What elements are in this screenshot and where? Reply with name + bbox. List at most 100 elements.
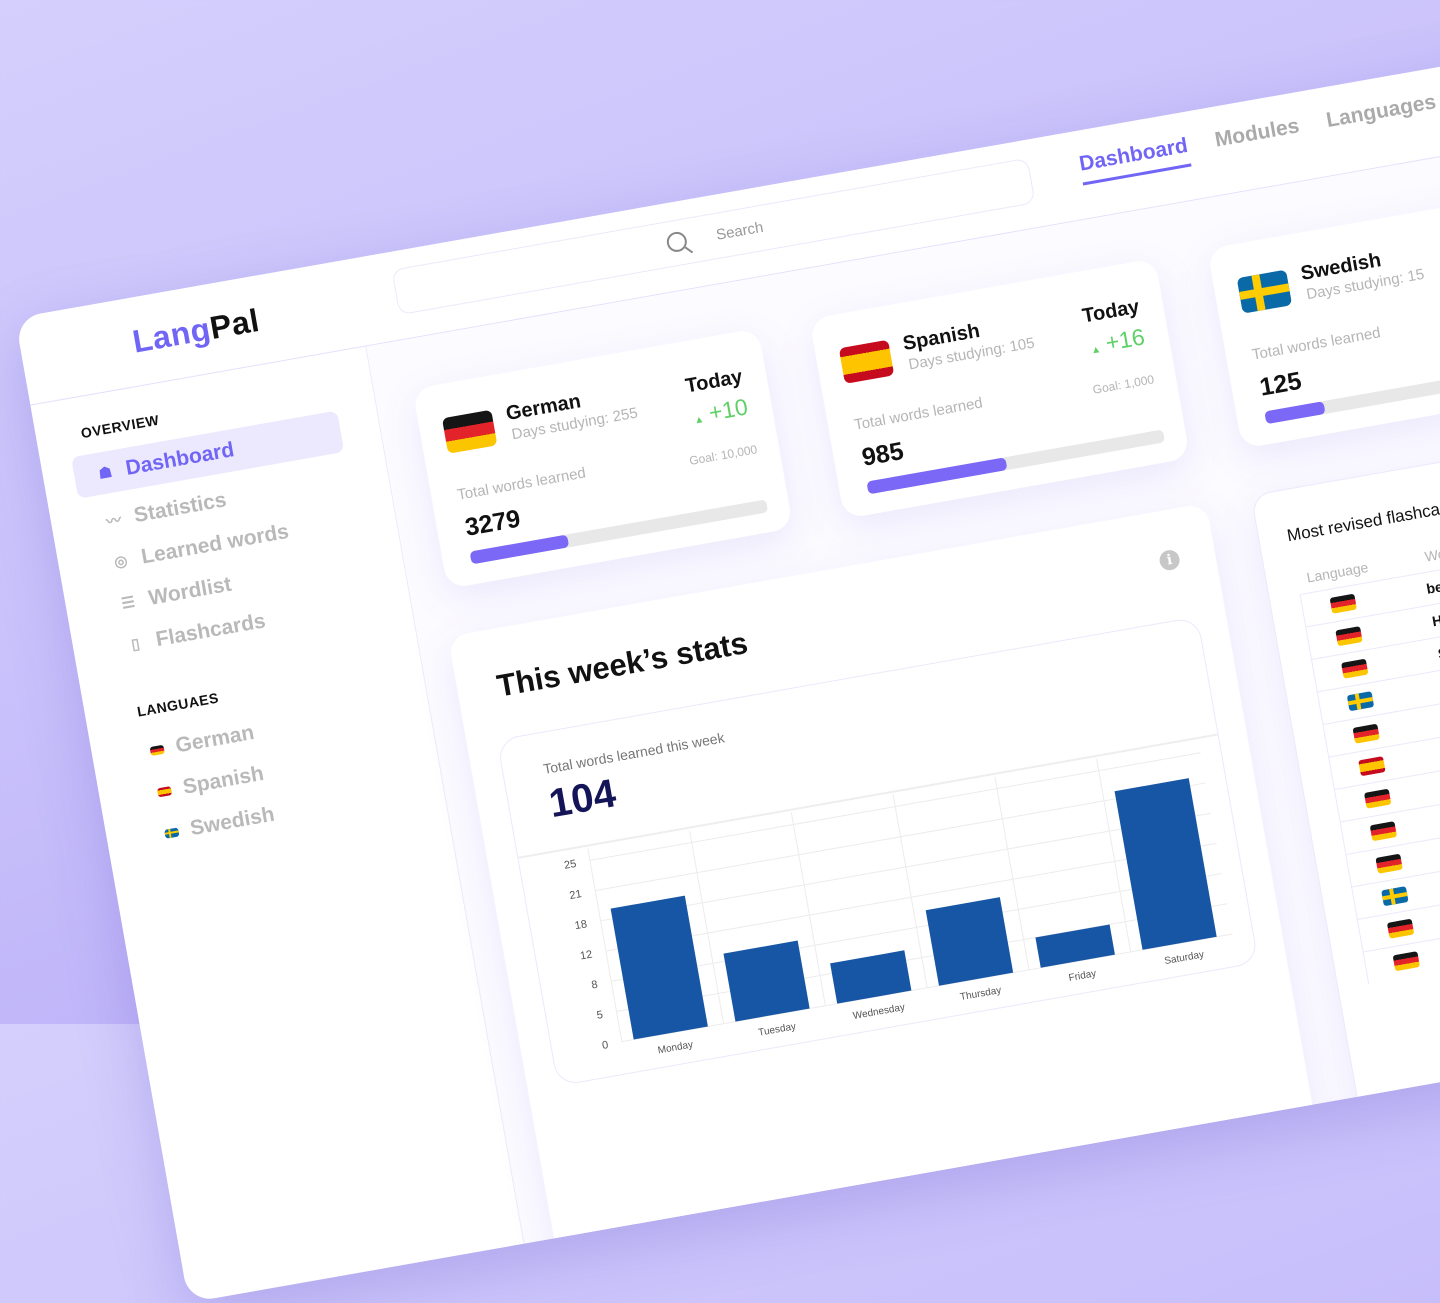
- up-arrow-icon: ▲: [1090, 343, 1102, 357]
- bar-monday: [610, 895, 708, 1040]
- gridline: [1092, 740, 1132, 952]
- today-delta: ▲+16: [1088, 323, 1147, 359]
- x-tick-label: Friday: [1068, 968, 1097, 984]
- gridline: [787, 794, 826, 1006]
- info-icon[interactable]: i: [1158, 548, 1182, 572]
- total-words: 3279: [462, 504, 523, 542]
- stats-title: This week’s stats: [494, 625, 751, 704]
- today-delta-value: +16: [1103, 323, 1147, 356]
- weekly-total-label: Total words learned this week: [541, 729, 726, 777]
- bar-tuesday: [723, 940, 810, 1022]
- flashcards-title: Most revised flashcards: [1285, 495, 1440, 546]
- se-flag-icon: [1381, 886, 1409, 907]
- column-header-word: Word: [1423, 543, 1440, 565]
- total-words: 985: [859, 436, 906, 472]
- language-card-swedish[interactable]: Swedish Days studying: 15 Total words le…: [1207, 187, 1440, 449]
- language-card-german[interactable]: German Days studying: 255 Today ▲+10 Tot…: [412, 328, 794, 589]
- location-pin-icon: ◎: [113, 552, 129, 572]
- cards-icon: ▯: [129, 635, 142, 654]
- activity-icon: 〰: [104, 511, 123, 531]
- word-cell: H: [1430, 611, 1440, 630]
- progress-bar: [866, 429, 1166, 495]
- bar-thursday: [925, 897, 1014, 986]
- list-icon: ☰: [120, 593, 137, 613]
- gridline: [991, 758, 1030, 970]
- goal: Goal: 1,000: [1091, 372, 1156, 397]
- spanish-flag-icon: [156, 785, 173, 797]
- languages-heading: LANGUAES: [135, 689, 220, 720]
- tab-languages[interactable]: Languages: [1324, 90, 1438, 133]
- search-placeholder: Search: [714, 218, 765, 244]
- today-label: Today: [683, 365, 745, 398]
- de-flag-icon: [1335, 626, 1363, 647]
- de-flag-icon: [1369, 821, 1398, 842]
- sidebar-item-label: Flashcards: [154, 609, 268, 652]
- spanish-flag-icon: [838, 339, 895, 384]
- logo-lang: Lang: [129, 310, 214, 360]
- today-delta: ▲+10: [691, 393, 750, 429]
- sidebar-item-label: Dashboard: [123, 438, 236, 480]
- x-tick-label: Wednesday: [852, 1002, 906, 1022]
- gridline: [685, 812, 725, 1024]
- sidebar-item-label: Spanish: [181, 761, 266, 799]
- y-tick-label: 12: [579, 949, 593, 963]
- y-tick-label: 21: [569, 888, 583, 902]
- search-icon: [665, 230, 689, 254]
- bar-friday: [1035, 924, 1115, 968]
- x-tick-label: Saturday: [1164, 949, 1205, 967]
- german-flag-icon: [149, 744, 165, 756]
- y-tick-label: 18: [574, 918, 588, 932]
- se-flag-icon: [1346, 691, 1375, 712]
- sidebar-item-label: Statistics: [132, 488, 229, 528]
- de-flag-icon: [1352, 723, 1380, 744]
- goal: Goal: 10,000: [688, 442, 759, 468]
- column-header-language: Language: [1305, 558, 1370, 586]
- logo-pal: Pal: [207, 301, 263, 346]
- app-window: LangPal Search Dashboard Modules Languag…: [15, 47, 1440, 1303]
- word-cell: beob: [1425, 575, 1440, 597]
- de-flag-icon: [1392, 951, 1421, 972]
- tab-dashboard[interactable]: Dashboard: [1077, 133, 1192, 186]
- home-icon: ☗: [97, 463, 114, 483]
- up-arrow-icon: ▲: [693, 413, 706, 427]
- weekly-stats-card: This week’s stats i Total words learned …: [447, 502, 1321, 1287]
- word-cell: St: [1436, 643, 1440, 662]
- bottom-card: [1365, 1082, 1440, 1303]
- sidebar-item-label: German: [173, 720, 256, 758]
- gridline: [584, 830, 623, 1042]
- total-label: Total words learned: [1250, 324, 1382, 364]
- de-flag-icon: [1363, 788, 1392, 809]
- weekly-total-panel: Total words learned this week 104 0 5 8 12 1…: [496, 616, 1259, 1087]
- bar-saturday: [1114, 778, 1217, 950]
- swedish-flag-icon: [1236, 269, 1293, 314]
- sidebar-item-label: Wordlist: [146, 572, 234, 610]
- x-tick-label: Thursday: [959, 985, 1002, 1003]
- de-flag-icon: [1329, 593, 1357, 614]
- total-label: Total words learned: [456, 464, 588, 504]
- language-card-spanish[interactable]: Spanish Days studying: 105 Today ▲+16 To…: [809, 258, 1191, 520]
- progress-fill: [1264, 401, 1326, 425]
- today-label: Today: [1080, 295, 1142, 328]
- y-tick-label: 25: [563, 858, 577, 872]
- x-tick-label: Monday: [657, 1039, 694, 1056]
- y-tick-label: 8: [591, 979, 599, 992]
- german-flag-icon: [441, 409, 498, 454]
- flashcards-table: beob H St: [1299, 536, 1440, 985]
- overview-heading: OVERVIEW: [79, 411, 161, 442]
- de-flag-icon: [1386, 918, 1415, 939]
- es-flag-icon: [1358, 756, 1386, 777]
- de-flag-icon: [1341, 658, 1369, 679]
- y-tick-label: 5: [596, 1009, 604, 1022]
- y-tick-label: 0: [601, 1039, 609, 1052]
- logo[interactable]: LangPal: [130, 302, 262, 361]
- bar-wednesday: [830, 950, 912, 1004]
- gridline: [889, 776, 928, 988]
- sidebar-item-label: Swedish: [188, 802, 277, 841]
- total-words: 125: [1257, 366, 1304, 402]
- today-delta-value: +10: [706, 393, 750, 426]
- swedish-flag-icon: [164, 826, 180, 839]
- total-label: Total words learned: [852, 394, 984, 434]
- weekly-total-value: 104: [545, 771, 620, 827]
- de-flag-icon: [1375, 853, 1403, 874]
- tab-modules[interactable]: Modules: [1213, 114, 1301, 152]
